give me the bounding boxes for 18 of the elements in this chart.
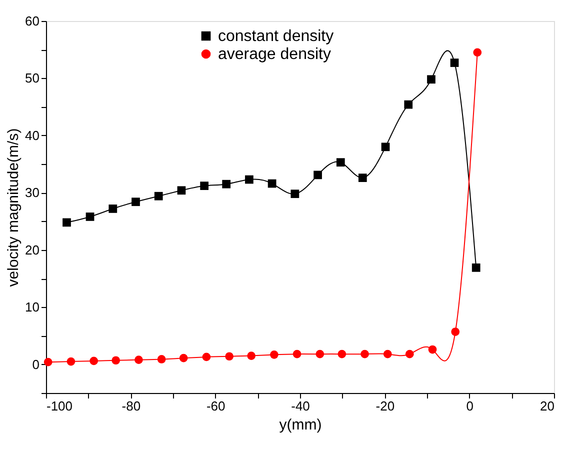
- x-tick-label: 0: [466, 398, 474, 414]
- x-tick-label: -40: [291, 398, 310, 414]
- x-tick-label: -80: [122, 398, 141, 414]
- y-tick-label: 50: [25, 70, 40, 86]
- x-axis-title: y(mm): [279, 416, 322, 434]
- y-tick-label: 20: [25, 242, 40, 258]
- y-tick-label: 10: [25, 300, 40, 315]
- y-tick-label: 30: [25, 185, 40, 200]
- legend-label: constant density: [218, 28, 334, 45]
- y-tick-label: 0: [32, 356, 40, 372]
- legend-label: average density: [218, 46, 331, 63]
- x-tick-label: -100: [46, 398, 73, 414]
- y-tick-label: 60: [25, 14, 40, 28]
- x-tick-label: -60: [206, 398, 226, 414]
- y-axis-title: velocity magnitude(m/s): [5, 128, 22, 287]
- y-tick-label: 40: [25, 128, 40, 143]
- x-tick-label: 20: [540, 398, 554, 414]
- x-tick-label: -20: [376, 398, 395, 414]
